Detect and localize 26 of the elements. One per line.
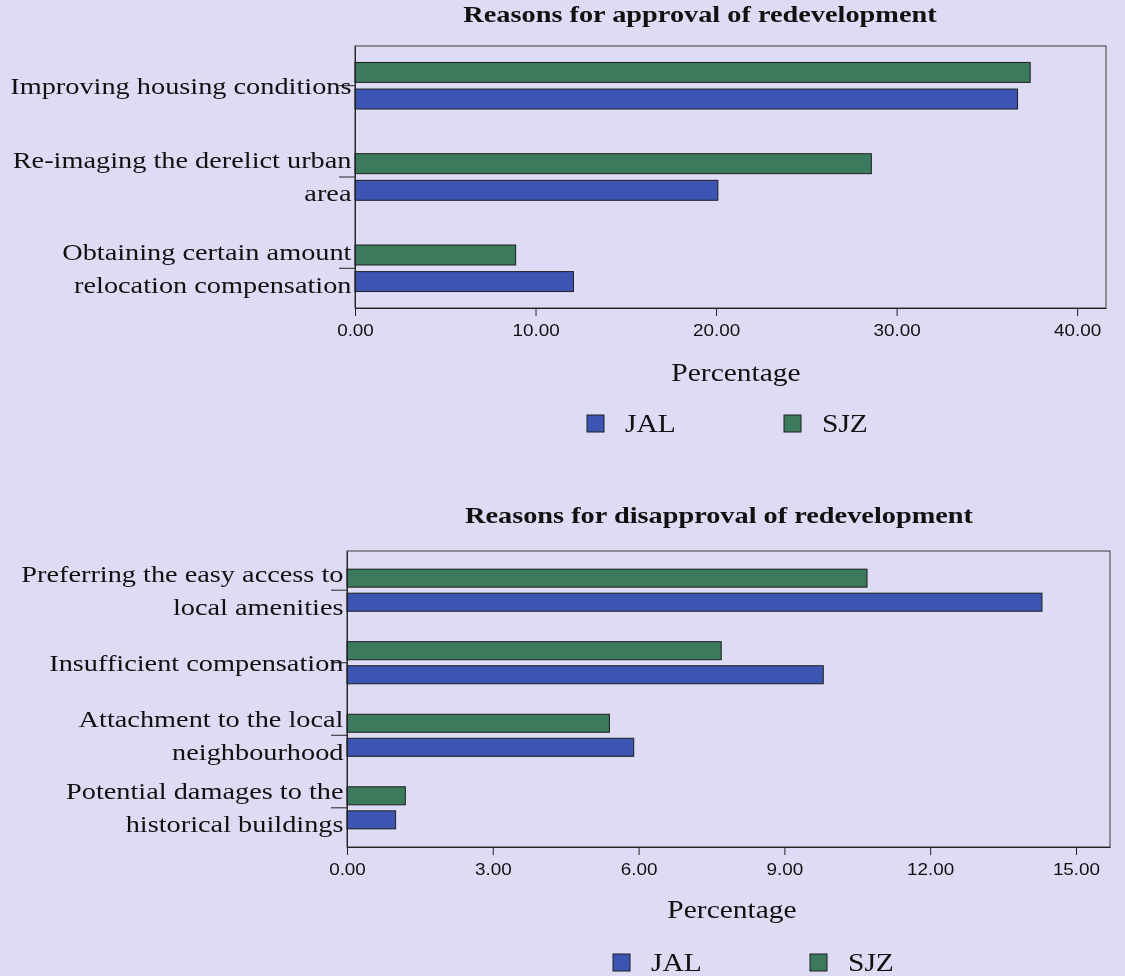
x-tick-label: 30.00: [873, 321, 921, 341]
legend-label: SJZ: [848, 949, 894, 976]
x-tick-label: 12.00: [907, 860, 955, 880]
y-tick-label: Insufficient compensation: [49, 649, 344, 677]
y-tick-label: Preferring the easy access to local amenities: [21, 560, 344, 621]
x-tick-label: 10.00: [512, 321, 560, 341]
chart-title: Reasons for disapproval of redevelopment: [465, 501, 974, 529]
y-tick-label: Obtaining certain amount relocation compensation: [62, 238, 353, 299]
legend-label: JAL: [625, 410, 676, 438]
x-tick-label: 20.00: [692, 321, 741, 341]
x-tick-label: 3.00: [474, 860, 512, 880]
x-axis-title: Percentage: [671, 359, 801, 387]
chart-title: Reasons for approval of redevelopment: [463, 0, 937, 28]
x-tick-label: 9.00: [766, 860, 804, 880]
x-tick-label: 40.00: [1054, 321, 1102, 341]
y-tick-label: Re-imaging the derelict urban area: [12, 147, 352, 207]
x-tick-label: 0.00: [329, 860, 367, 880]
x-tick-label: 6.00: [620, 860, 658, 880]
x-tick-label: 0.00: [337, 321, 375, 341]
y-tick-label: Improving housing conditions: [10, 72, 352, 100]
x-axis-title: Percentage: [667, 896, 797, 924]
x-tick-label: 15.00: [1052, 860, 1101, 880]
y-tick-label: Potential damages to the historical buildings: [65, 778, 344, 838]
legend-label: JAL: [651, 949, 702, 976]
y-tick-label: Attachment to the local neighbourhood: [78, 705, 344, 766]
legend-label: SJZ: [822, 410, 868, 438]
